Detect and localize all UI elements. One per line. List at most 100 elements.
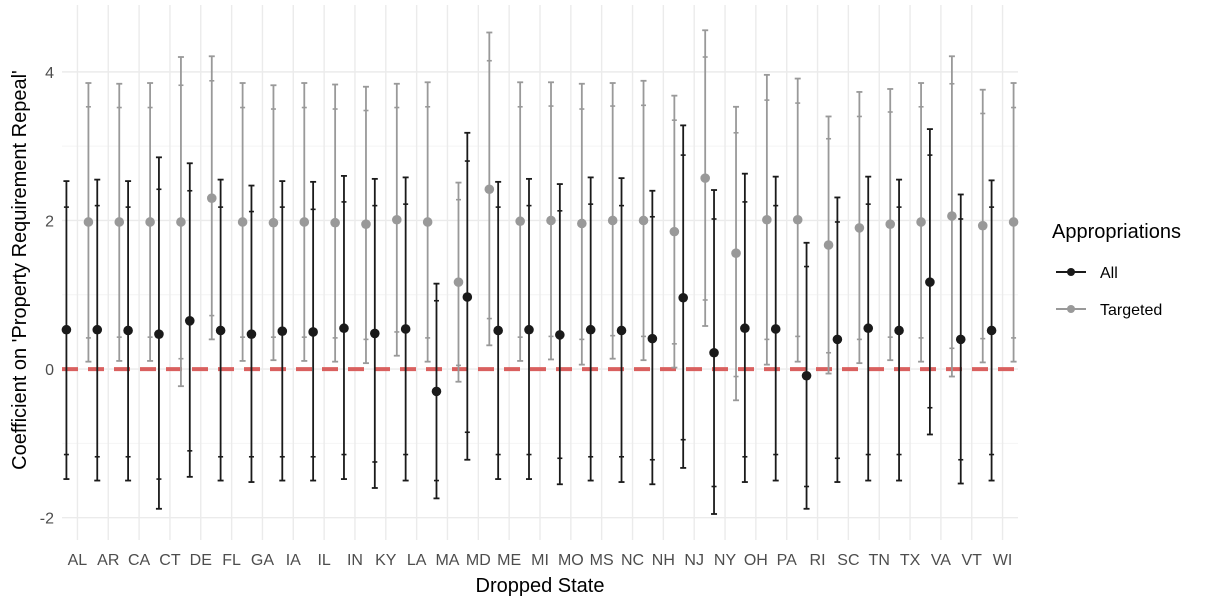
estimate-all-ma [431,282,442,500]
estimate-all-il [308,180,318,482]
estimate-all-la [400,176,411,482]
x-tick-label: NH [652,552,675,569]
estimate-targeted-il [330,83,340,363]
estimate-targeted-in [361,85,371,365]
point-estimate [801,370,812,381]
x-tick-label: VT [962,552,983,569]
estimate-targeted-nj [700,29,710,327]
y-axis-title: Coefficient on 'Property Requirement Rep… [9,70,31,470]
legend-label-all: All [1100,265,1118,282]
point-estimate [154,329,164,339]
legend-item-targeted: Targeted [1056,302,1162,319]
y-tick-label: -2 [40,511,54,528]
point-estimate [607,215,618,226]
x-tick-label: MO [558,552,584,569]
point-estimate [524,324,534,335]
estimate-targeted-tx [916,82,926,363]
estimate-targeted-sc [854,91,865,365]
estimate-all-ar [92,178,103,482]
x-tick-label: IL [317,552,330,569]
estimate-targeted-mi [546,81,556,361]
point-estimate [215,325,226,336]
point-estimate [392,214,402,225]
point-estimate [770,324,781,334]
estimate-targeted-ca [145,82,155,362]
x-tick-label: KY [375,552,397,569]
estimate-targeted-me [515,81,525,362]
estimate-all-tx [894,178,904,482]
estimate-all-fl [215,178,226,482]
x-axis-title: Dropped State [476,575,605,597]
point-estimate [947,211,957,221]
estimate-all-tn [863,175,874,482]
estimate-targeted-al [83,82,94,363]
estimate-targeted-ms [607,82,618,360]
x-tick-label: VA [931,552,951,569]
estimate-all-me [493,180,503,480]
estimate-all-ny [709,189,719,515]
legend-title: Appropriations [1052,221,1181,243]
legend: Appropriations All Targeted [1052,221,1181,319]
estimate-all-ia [277,180,288,482]
y-tick-label: 2 [45,213,54,230]
point-estimate [206,193,217,203]
point-estimate [700,173,710,183]
estimate-targeted-de [206,55,217,341]
point-estimate [299,217,310,227]
estimate-all-mo [555,183,565,486]
estimate-targeted-ma [453,181,464,383]
point-estimate [977,220,988,231]
point-estimate [361,219,371,230]
point-estimate [453,277,464,287]
estimate-targeted-mo [577,82,587,366]
point-estimate [431,386,442,397]
point-estimate [493,325,503,336]
x-tick-label: FL [222,552,241,569]
estimate-targeted-tn [885,88,896,362]
point-estimate [184,315,195,326]
point-estimate [123,325,133,336]
estimate-targeted-nh [669,94,680,369]
estimate-all-de [184,162,195,478]
point-estimate [176,217,186,227]
point-estimate [308,327,318,337]
x-tick-label: AL [68,552,88,569]
x-tick-label: TN [869,552,890,569]
estimate-all-va [925,128,935,436]
point-estimate [854,223,865,233]
estimate-all-nh [647,189,658,486]
estimate-targeted-va [947,55,957,378]
estimate-all-ct [154,156,164,510]
x-tick-label: CA [128,552,151,569]
point-estimate [114,217,125,227]
point-estimate [422,217,433,227]
point-estimate [669,226,680,237]
point-estimate [555,330,565,340]
estimate-all-md [462,131,473,461]
point-estimate [832,334,843,345]
estimate-all-pa [770,175,781,482]
x-tick-label: OH [744,552,768,569]
legend-item-all: All [1056,265,1118,282]
x-tick-label: NJ [684,552,704,569]
estimate-targeted-ct [176,56,186,388]
x-tick-label: MI [531,552,549,569]
point-estimate [83,217,94,227]
x-tick-label: PA [777,552,797,569]
estimate-all-ca [123,180,133,482]
estimate-all-wi [986,179,997,482]
estimate-all-nc [616,177,627,483]
point-estimate [638,215,649,226]
x-tick-label: LA [407,552,427,569]
point-estimate [577,218,587,229]
point-estimate [885,219,896,230]
estimate-targeted-pa [792,77,803,363]
estimate-targeted-vt [977,88,988,364]
point-estimate [330,217,340,228]
estimate-all-mi [524,177,534,480]
estimate-targeted-ga [268,84,279,362]
estimate-all-vt [955,193,966,485]
grid [62,5,1018,540]
point-estimate [462,292,473,302]
